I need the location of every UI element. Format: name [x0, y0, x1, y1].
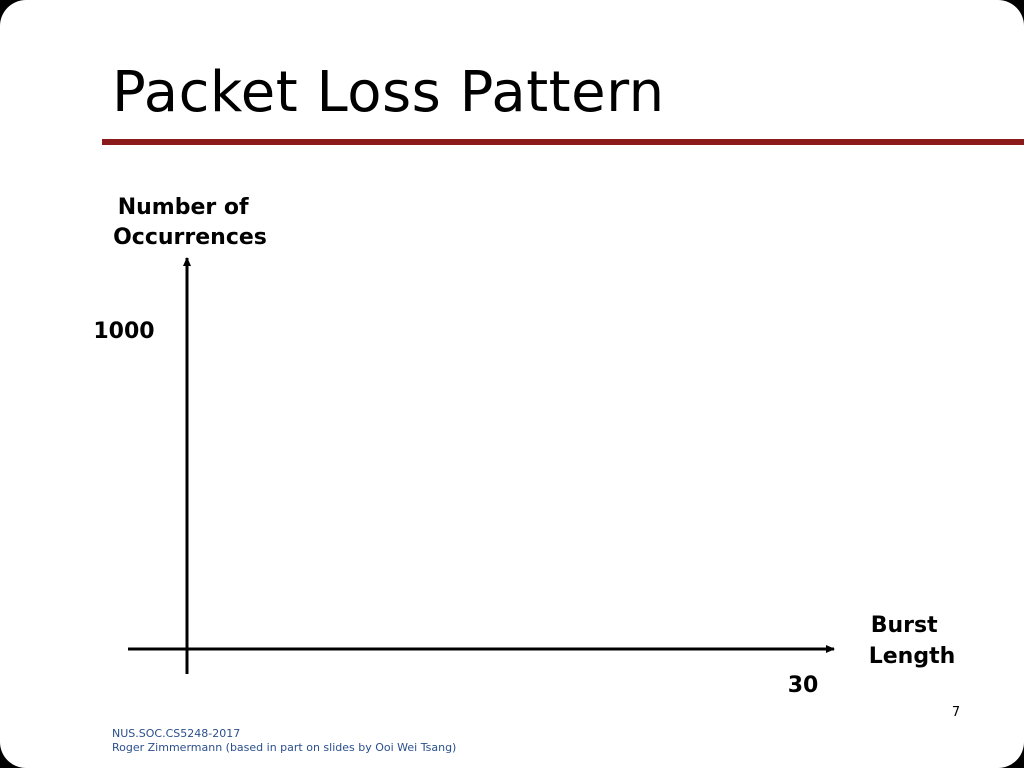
y-axis-label-line-2: Occurrences — [113, 225, 267, 250]
y-axis-label: Number of Occurrences — [113, 195, 267, 250]
x-tick-label: 30 — [788, 673, 819, 698]
footer: NUS.SOC.CS5248-2017 Roger Zimmermann (ba… — [112, 727, 456, 755]
x-axis-label-line-1: Burst — [871, 613, 938, 638]
x-axis-label: Burst Length — [869, 613, 956, 669]
x-axis-label-line-2: Length — [869, 644, 956, 669]
y-axis-label-line-1: Number of — [118, 195, 249, 220]
page-number: 7 — [951, 705, 961, 720]
y-tick-label: 1000 — [93, 319, 154, 344]
footer-credit: Roger Zimmermann (based in part on slide… — [112, 741, 457, 754]
title-divider — [102, 139, 1024, 145]
footer-course: NUS.SOC.CS5248-2017 — [112, 727, 241, 740]
slide-title: Packet Loss Pattern — [112, 60, 665, 125]
